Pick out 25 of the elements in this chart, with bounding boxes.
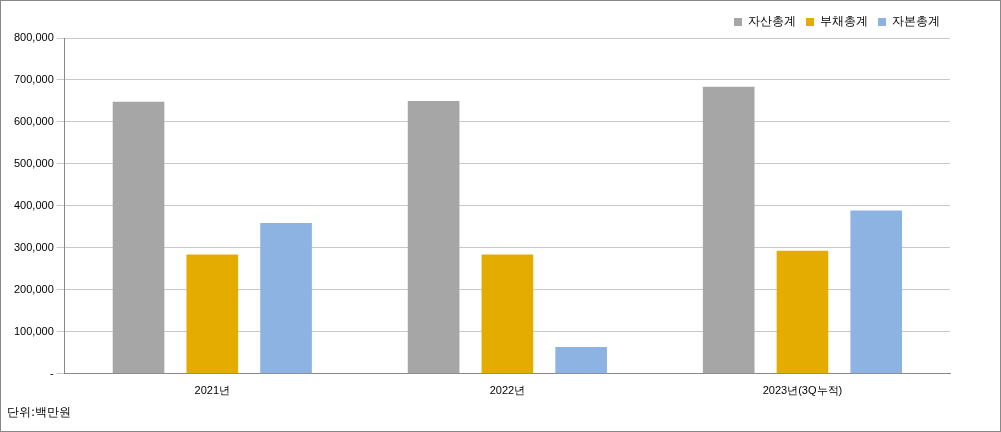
bar	[260, 223, 312, 374]
y-tick-label: 400,000	[14, 198, 54, 211]
legend-label: 부채총계	[820, 14, 868, 29]
bar	[112, 101, 165, 374]
y-tick-label: 700,000	[14, 73, 54, 86]
bar	[555, 346, 607, 374]
y-tick-label: -	[50, 366, 55, 379]
legend-label: 자산총계	[748, 14, 796, 29]
bar	[702, 86, 755, 374]
y-tick-label: 200,000	[14, 282, 54, 295]
text: 단위:백만원	[7, 404, 72, 421]
y-tick-label: 100,000	[14, 324, 54, 337]
bar	[850, 210, 903, 374]
x-tick-label: 2021년	[194, 384, 231, 397]
y-tick-label: 800,000	[14, 31, 54, 44]
x-tick-label: 2022년	[489, 384, 526, 397]
y-tick-label: 500,000	[14, 156, 54, 169]
y-tick-label: 300,000	[14, 240, 54, 253]
bar	[186, 254, 239, 374]
bar	[776, 250, 829, 374]
y-tick-label: 600,000	[14, 114, 54, 127]
legend-label: 자본총계	[892, 14, 940, 29]
x-tick-label: 2023년(3Q누적)	[762, 384, 843, 397]
bar	[407, 100, 460, 374]
bar	[481, 254, 534, 374]
